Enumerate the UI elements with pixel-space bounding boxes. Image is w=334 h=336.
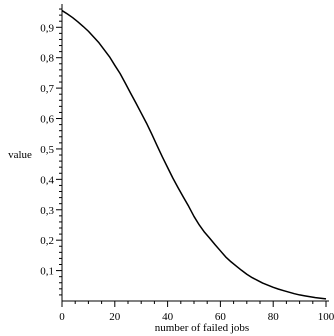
y-tick-label: 0,2 bbox=[40, 235, 54, 247]
y-tick-label: 0,5 bbox=[40, 144, 54, 156]
y-tick-label: 0,6 bbox=[40, 114, 54, 126]
y-tick-label: 0,9 bbox=[40, 22, 54, 34]
y-tick-label: 0,1 bbox=[40, 266, 54, 278]
x-tick-label: 40 bbox=[162, 311, 174, 323]
x-tick-label: 60 bbox=[215, 311, 227, 323]
x-axis-title: number of failed jobs bbox=[155, 322, 249, 334]
y-tick-labels: 0,1 0,2 0,3 0,4 0,5 0,6 0,7 0,8 0,9 bbox=[40, 22, 54, 277]
minor-ticks bbox=[59, 8, 314, 304]
y-tick-label: 0,7 bbox=[40, 83, 54, 95]
y-tick-label: 0,4 bbox=[40, 174, 54, 186]
series-layer bbox=[61, 9, 327, 300]
x-tick-labels: 0 20 40 60 80 100 bbox=[59, 311, 334, 323]
x-tick-label: 0 bbox=[59, 311, 65, 323]
x-tick-label: 80 bbox=[268, 311, 280, 323]
x-tick-label: 20 bbox=[109, 311, 121, 323]
x-tick-label: 100 bbox=[318, 311, 334, 323]
major-ticks bbox=[56, 26, 327, 307]
y-tick-label: 0,3 bbox=[40, 205, 54, 217]
series-line bbox=[61, 9, 327, 300]
y-axis-title: value bbox=[8, 149, 32, 161]
y-tick-label: 0,8 bbox=[40, 53, 54, 65]
